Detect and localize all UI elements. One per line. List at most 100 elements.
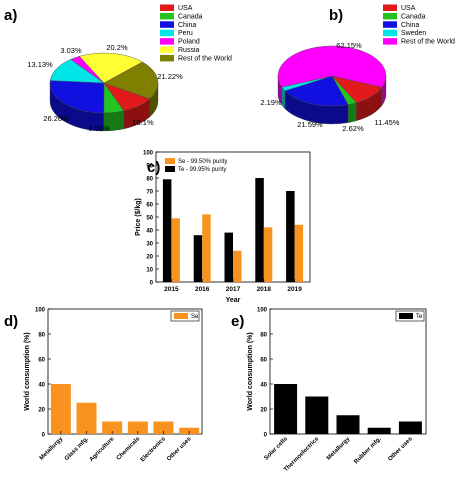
legend-swatch xyxy=(165,158,175,164)
pie-slice-rest-of-the-world xyxy=(103,61,159,100)
bar-te-solar-cells xyxy=(274,384,298,434)
x-tick-label: Other uses xyxy=(166,436,193,463)
y-tick-label: 20 xyxy=(38,407,45,413)
pie-data-label: 26.26% xyxy=(43,114,69,123)
legend-swatch xyxy=(399,313,413,319)
x-tick-label: Solar cells xyxy=(264,436,290,462)
bar-chart-e: e) 0 20 40 60 80 100 Solar cellsThermoelectrics… xyxy=(231,307,427,473)
legend-swatch xyxy=(383,21,397,28)
pie-slice-china xyxy=(49,80,105,114)
y-tick-label: 60 xyxy=(146,202,153,208)
bar-te-2019 xyxy=(286,191,295,282)
panel-label: a) xyxy=(4,7,17,24)
legend-swatch xyxy=(383,38,397,45)
pie-data-label: 21.22% xyxy=(157,72,183,81)
legend-swatch xyxy=(160,54,174,62)
panel-label: d) xyxy=(4,313,18,330)
plot-frame xyxy=(47,308,203,435)
pie-data-label: 2.19% xyxy=(260,98,282,107)
bar-te-rubber-mfg- xyxy=(367,427,391,434)
legend-entry: Poland xyxy=(178,39,200,46)
y-tick-label: 20 xyxy=(260,407,267,413)
legend-entry: China xyxy=(178,22,196,29)
pie-data-label: 6.06% xyxy=(88,124,110,133)
y-tick-label: 80 xyxy=(38,332,45,338)
bar-se-2016 xyxy=(202,214,211,282)
pie-side-canada xyxy=(347,102,357,123)
bar-te-other-uses xyxy=(398,421,422,434)
legend-entry: China xyxy=(401,22,419,29)
y-tick-label: 40 xyxy=(38,382,45,388)
bar-chart-c: c) 0 10 20 30 40 50 60 70 80 90 100 2015 2016 2017 2018… xyxy=(135,150,311,304)
bar-te-2016 xyxy=(193,235,203,282)
bar-se-metallurgy xyxy=(50,384,71,434)
y-tick-label: 100 xyxy=(143,150,154,156)
bar-te-thermoelectrics xyxy=(305,396,329,434)
pie-data-label: 11.45% xyxy=(375,118,400,127)
y-tick-label: 40 xyxy=(146,228,153,234)
x-tick-label: 2019 xyxy=(287,286,302,293)
bar-legend: Se - 99.50% purity Te - 99.95% purity xyxy=(165,158,227,173)
y-tick-label: 10 xyxy=(146,267,153,273)
bar-se-other-uses xyxy=(179,427,200,434)
legend-entry: Se - 99.50% purity xyxy=(178,159,227,165)
bar-te-2017 xyxy=(224,232,233,282)
bar-legend: Te xyxy=(395,310,425,322)
legend-entry: Canada xyxy=(401,13,426,20)
y-tick-label: 90 xyxy=(146,163,153,169)
pie-data-label: 20.2% xyxy=(106,43,128,52)
y-axis-label: World consumption (%) xyxy=(24,332,31,410)
legend-swatch xyxy=(383,29,397,37)
y-tick-label: 30 xyxy=(146,241,153,247)
y-tick-label: 60 xyxy=(260,357,267,363)
x-tick-label: Rubber mfg. xyxy=(353,436,382,465)
pie-data-label: 2.62% xyxy=(342,124,364,133)
bar-se-2018 xyxy=(263,227,273,282)
y-tick-label: 100 xyxy=(257,307,268,313)
legend-entry: Peru xyxy=(178,30,193,37)
bar-se-2015 xyxy=(171,218,180,282)
pie-slice-rest-of-the-world xyxy=(277,45,387,88)
y-tick-label: 80 xyxy=(260,332,267,338)
legend-entry: Canada xyxy=(178,13,203,20)
legend-swatch xyxy=(160,46,174,53)
legend-entry: Rest of the World xyxy=(178,55,232,62)
y-tick-label: 40 xyxy=(260,382,267,388)
bar-te-2015 xyxy=(162,179,172,282)
bar-te-2018 xyxy=(255,178,264,282)
x-axis-label: Year xyxy=(226,297,241,304)
y-tick-label: 100 xyxy=(35,307,46,313)
legend-entry: USA xyxy=(178,5,193,12)
x-tick-label: Electronics xyxy=(140,436,168,464)
legend-swatch xyxy=(174,313,188,319)
x-tick-label: Agriculture xyxy=(89,436,116,463)
legend-entry: Se xyxy=(191,314,199,320)
pie-data-label: 3.03% xyxy=(60,46,82,55)
x-tick-label: Metallurgy xyxy=(326,436,352,462)
legend-swatch xyxy=(160,12,174,20)
pie-slice-china xyxy=(284,75,349,107)
pie-slice-russia xyxy=(79,52,143,84)
bar-legend: Se xyxy=(170,310,200,322)
legend-entry: Te xyxy=(416,314,423,320)
bar-se-agriculture xyxy=(102,421,123,434)
bar-se-2019 xyxy=(294,224,304,282)
legend-swatch xyxy=(160,29,174,37)
legend-entry: USA xyxy=(401,5,416,12)
legend-swatch xyxy=(383,12,397,20)
x-tick-label: 2016 xyxy=(195,286,210,293)
legend-swatch xyxy=(160,21,174,28)
panel-label: e) xyxy=(231,313,244,330)
legend-entry: Rest of the World xyxy=(401,39,455,46)
y-tick-label: 80 xyxy=(146,176,153,182)
y-tick-label: 0 xyxy=(42,432,46,438)
legend-entry: Te - 99.95% purity xyxy=(178,167,226,173)
bar-se-chemicals xyxy=(127,421,148,434)
x-tick-label: Other uses xyxy=(387,436,414,463)
bar-se-glass-mfg- xyxy=(76,402,97,434)
x-tick-label: 2015 xyxy=(164,286,179,293)
